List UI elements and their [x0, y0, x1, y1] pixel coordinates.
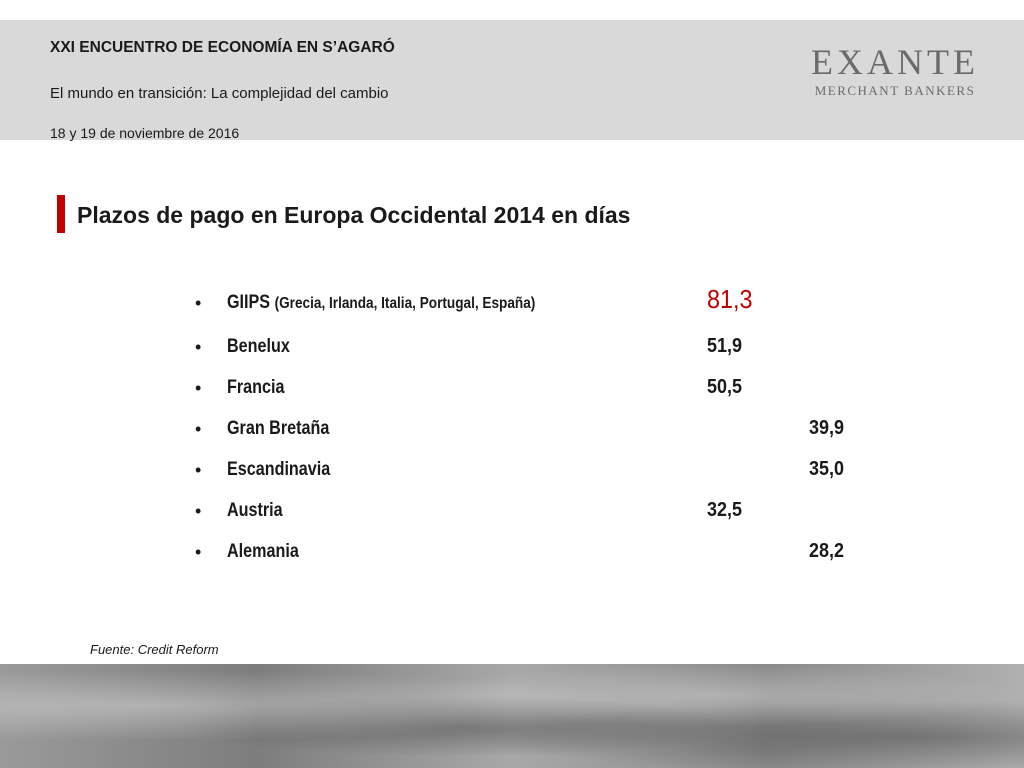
event-subtitle: El mundo en transición: La complejidad d… — [50, 85, 389, 102]
bullet-icon: • — [195, 293, 202, 313]
list-item-label: Gran Bretaña — [227, 418, 330, 439]
list-item: • Alemania 28,2 — [195, 540, 895, 571]
event-title: XXI ENCUENTRO DE ECONOMÍA EN S’AGARÓ — [50, 39, 395, 56]
exante-logo: EXANTE MERCHANT BANKERS — [811, 43, 979, 99]
list-item: • GIIPS (Grecia, Irlanda, Italia, Portug… — [195, 284, 895, 322]
list-item-value: 32,5 — [707, 499, 743, 521]
list-item-value: 50,5 — [707, 376, 743, 398]
list-item-value: 39,9 — [809, 417, 845, 439]
list-item-value: 81,3 — [707, 284, 753, 314]
list-item-value: 28,2 — [809, 540, 845, 562]
list-item-value: 35,0 — [809, 458, 845, 480]
list-item-label: Benelux — [227, 336, 290, 357]
header-band: XXI ENCUENTRO DE ECONOMÍA EN S’AGARÓ El … — [0, 20, 1024, 141]
list-item-label: Francia — [227, 377, 285, 398]
list-item-label: Escandinavia — [227, 459, 331, 480]
map-image-band — [0, 664, 1024, 768]
list-item-label: GIIPS (Grecia, Irlanda, Italia, Portugal… — [227, 292, 536, 313]
list-item-note: (Grecia, Irlanda, Italia, Portugal, Espa… — [274, 295, 536, 312]
list-item: • Escandinavia 35,0 — [195, 458, 895, 489]
list-item: • Austria 32,5 — [195, 499, 895, 530]
bullet-icon: • — [195, 378, 202, 398]
source-note: Fuente: Credit Reform — [90, 642, 219, 657]
bullet-icon: • — [195, 337, 202, 357]
list-item-label: Alemania — [227, 541, 299, 562]
bullet-icon: • — [195, 501, 202, 521]
logo-sub-text: MERCHANT BANKERS — [814, 83, 976, 98]
list-item-label: Austria — [227, 500, 283, 521]
slide-title: Plazos de pago en Europa Occidental 2014… — [77, 202, 631, 228]
list-item: • Francia 50,5 — [195, 376, 895, 407]
bullet-icon: • — [195, 542, 202, 562]
bullet-icon: • — [195, 460, 202, 480]
bullet-icon: • — [195, 419, 202, 439]
list-item: • Gran Bretaña 39,9 — [195, 417, 895, 448]
list-item: • Benelux 51,9 — [195, 335, 895, 366]
logo-main-text: EXANTE — [811, 42, 979, 82]
title-accent-bar — [57, 195, 65, 233]
list-item-value: 51,9 — [707, 335, 743, 357]
event-date: 18 y 19 de noviembre de 2016 — [50, 125, 240, 141]
